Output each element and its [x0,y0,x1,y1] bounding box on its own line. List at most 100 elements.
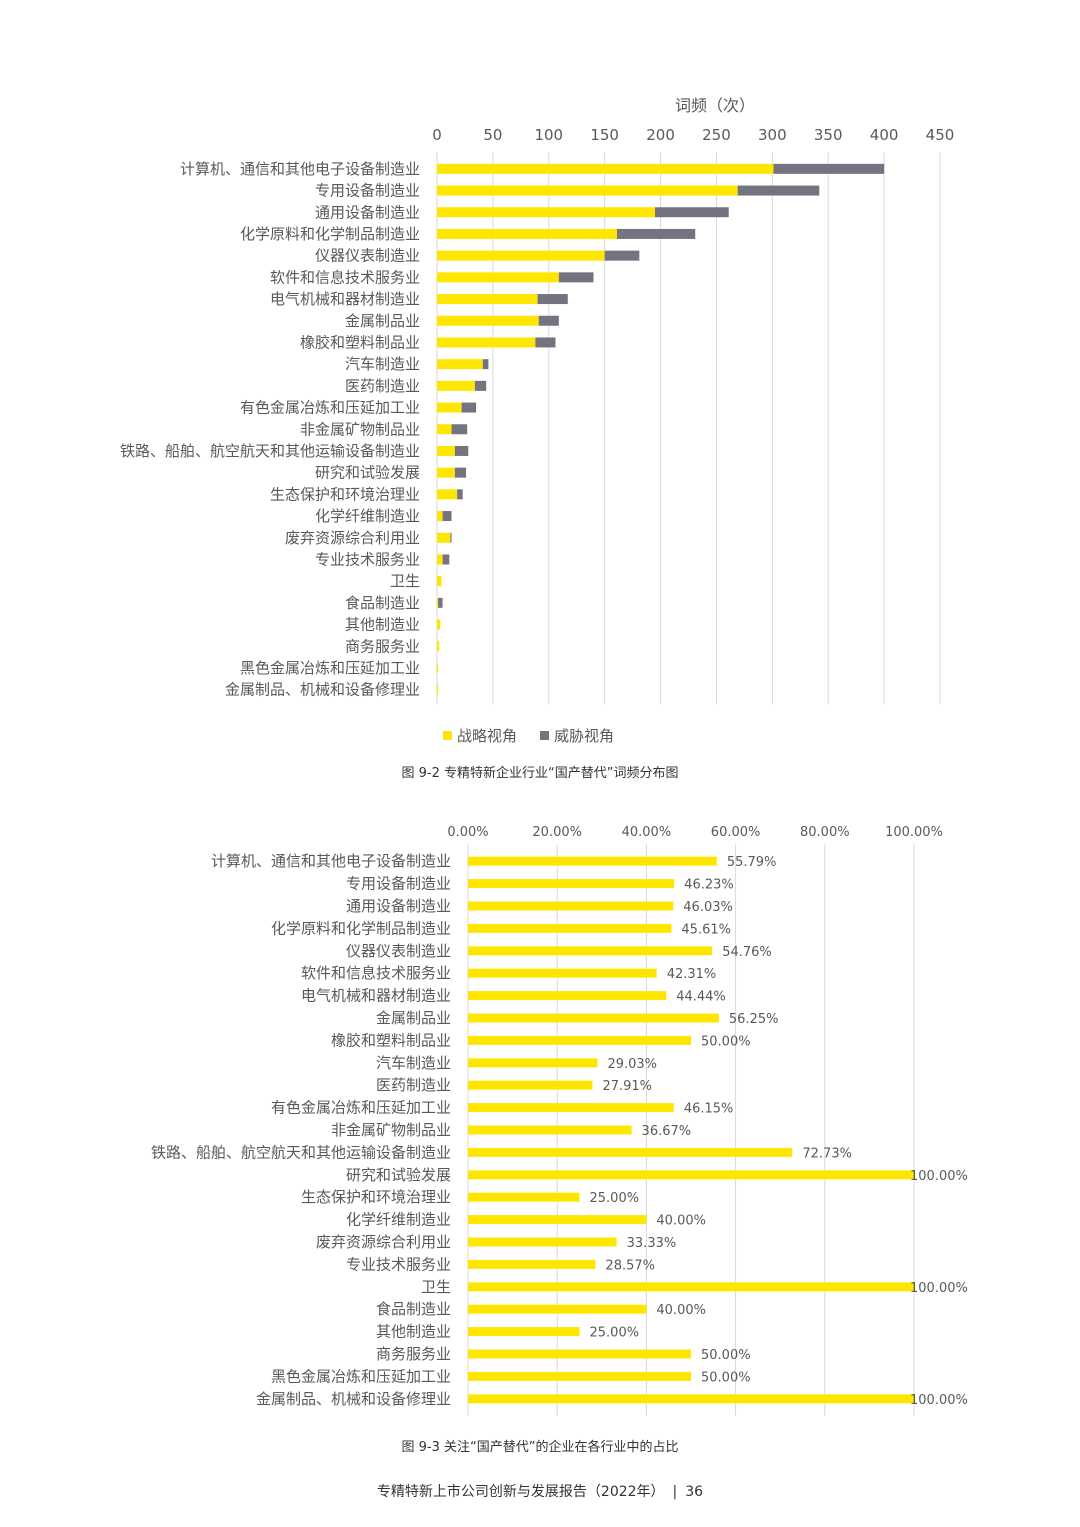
chart1-bar-threat [482,359,489,370]
chart2-data-label: 55.79% [727,855,777,870]
chart1-bar-threat [616,228,696,239]
chart1-bar-threat [461,402,477,413]
chart1-x-tick-label: 250 [702,126,731,144]
footer-page-number: 36 [685,1484,704,1500]
chart1-category-label: 非金属矿物制品业 [300,420,420,438]
chart1-bar-threat [538,315,559,326]
chart1-category-label: 其他制造业 [345,616,420,634]
chart1-bar-strategic [437,228,617,239]
chart1-category-label: 专业技术服务业 [315,550,420,568]
chart2-bar [468,1304,647,1314]
chart2-category-label: 有色金属冶炼和压延加工业 [271,1099,451,1117]
chart1-category-label: 金属制品业 [345,312,420,330]
chart1-bar-strategic [437,424,452,435]
chart1-bar-strategic [437,272,559,283]
chart2-category-label: 生态保护和环境治理业 [301,1188,451,1206]
chart2-x-tick-label: 20.00% [532,825,582,840]
chart1-bar-threat [442,554,450,565]
chart2-data-label: 44.44% [676,990,726,1005]
chart1-bar-threat [454,467,467,478]
chart2-x-tick-label: 60.00% [711,825,761,840]
chart2-category-label: 专用设备制造业 [346,875,451,893]
chart1-bar-strategic [437,597,439,608]
chart1-bar-strategic [437,576,442,587]
chart2-data-label: 50.00% [701,1034,751,1049]
chart2-data-label: 100.00% [910,1393,968,1408]
chart2-bar [468,1371,691,1381]
chart1-bar-threat [558,272,594,283]
chart2-bar [468,1080,593,1090]
chart1-x-tick-label: 100 [534,126,563,144]
chart2-category-label: 黑色金属冶炼和压延加工业 [271,1367,451,1385]
chart1-bar-strategic [437,163,774,174]
chart1-bar-strategic [437,511,443,522]
chart1-x-tick-label: 0 [432,126,442,144]
chart1-x-tick-label: 450 [926,126,955,144]
footer-separator: | [672,1484,678,1500]
chart1-bar-threat [442,511,452,522]
chart2-bar [468,1394,914,1404]
chart1-category-label: 化学原料和化学制品制造业 [240,225,420,243]
chart2-category-label: 软件和信息技术服务业 [301,964,451,982]
chart1-category-label: 计算机、通信和其他电子设备制造业 [180,160,420,178]
chart2-data-label: 42.31% [667,967,717,982]
chart2-bar [468,1282,914,1292]
chart1-bar-strategic [437,662,439,673]
chart1-legend-swatch [443,731,452,740]
chart2-data-label: 56.25% [729,1012,779,1027]
chart1-bar-strategic [437,185,738,196]
chart2-bar [468,1013,719,1023]
chart1-bar-strategic [437,641,440,652]
chart2-data-label: 72.73% [802,1146,852,1161]
chart1-legend-label: 战略视角 [457,727,517,745]
chart2-bar [468,1103,674,1113]
chart1-bar-threat [438,597,443,608]
chart2-category-label: 化学纤维制造业 [346,1211,451,1229]
footer-report-title: 专精特新上市公司创新与发展报告（2022年） [376,1484,665,1500]
chart1-bar-strategic [437,684,439,695]
chart2-bar [468,1035,691,1045]
chart2-data-label: 25.00% [590,1191,640,1206]
chart1-bar-threat [535,337,556,348]
chart2-bar [468,968,657,978]
chart1-category-label: 黑色金属冶炼和压延加工业 [240,659,420,677]
chart1-bar-threat [451,424,468,435]
chart1-category-label: 医药制造业 [345,377,420,395]
chart1-bar-strategic [437,359,483,370]
chart2-bar [468,946,713,956]
chart1-category-label: 金属制品、机械和设备修理业 [225,681,420,699]
chart1-x-tick-label: 300 [758,126,787,144]
chart2-bar [468,1237,617,1247]
chart2-category-label: 电气机械和器材制造业 [301,987,451,1005]
chart2-bar [468,901,674,911]
chart2-category-label: 计算机、通信和其他电子设备制造业 [211,852,451,870]
chart2-category-label: 通用设备制造业 [346,897,451,915]
chart1-category-label: 生态保护和环境治理业 [270,485,420,503]
chart2-data-label: 28.57% [605,1258,655,1273]
chart1-category-label: 商务服务业 [345,637,420,655]
chart1-x-tick-label: 150 [590,126,619,144]
chart2-bar [468,923,672,933]
chart1-bar-strategic [437,532,451,543]
chart2-category-label: 专业技术服务业 [346,1255,451,1273]
chart1-category-label: 有色金属冶炼和压延加工业 [240,399,420,417]
chart2-data-label: 40.00% [656,1303,706,1318]
chart2-data-label: 36.67% [642,1124,692,1139]
chart1-bar-threat [454,445,469,456]
chart1-caption: 图 9-2 专精特新企业行业“国产替代”词频分布图 [401,766,679,781]
chart1-legend-swatch [540,731,549,740]
chart1-bar-strategic [437,445,455,456]
chart2-data-label: 45.61% [681,922,731,937]
chart1-bar-threat [537,294,568,305]
chart1-x-tick-label: 50 [483,126,502,144]
chart2-category-label: 研究和试验发展 [346,1166,451,1184]
chart1-bar-strategic [437,402,462,413]
chart1-category-label: 废弃资源综合利用业 [285,529,420,547]
chart1-legend-label: 威胁视角 [554,727,614,745]
chart1-category-label: 食品制造业 [345,594,420,612]
page-footer: 专精特新上市公司创新与发展报告（2022年） | 36 [0,1481,1080,1501]
chart1-category-label: 专用设备制造业 [315,182,420,200]
chart2-category-label: 其他制造业 [376,1323,451,1341]
chart1-x-tick-label: 200 [646,126,675,144]
